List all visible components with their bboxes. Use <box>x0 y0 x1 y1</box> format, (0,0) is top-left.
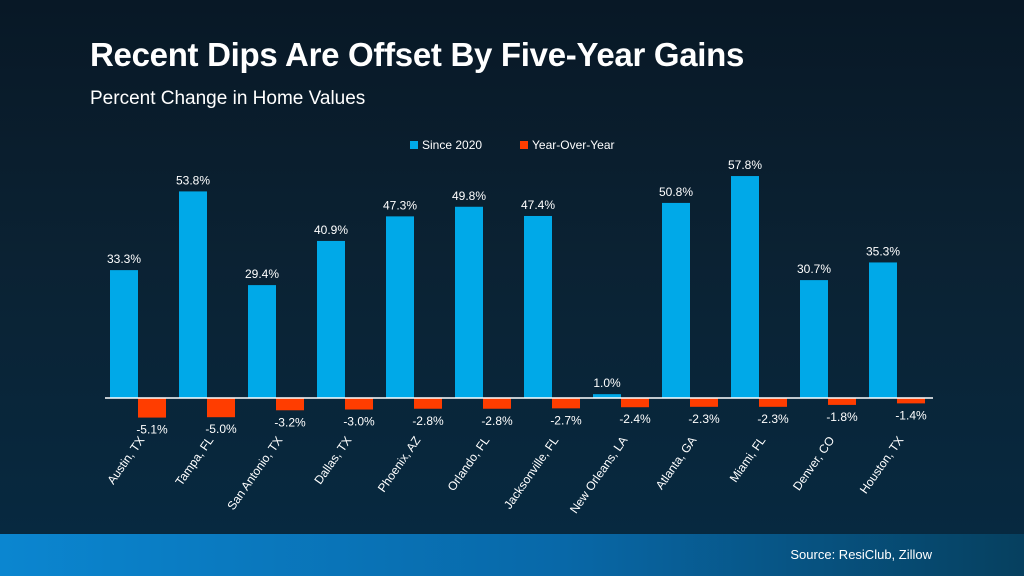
source-note: Source: ResiClub, Zillow <box>790 547 932 562</box>
legend-swatch <box>410 141 418 149</box>
data-label: -5.1% <box>136 423 168 437</box>
bar <box>662 202 690 398</box>
category-label: Phoenix, AZ <box>375 434 424 495</box>
bar <box>690 398 718 407</box>
category-label: Denver, CO <box>790 434 837 493</box>
data-label: 1.0% <box>593 376 621 390</box>
bar-chart: Since 2020 Year-Over-Year 33.3% -5.1%Austin… <box>104 138 927 516</box>
legend-label: Year-Over-Year <box>532 138 615 152</box>
bar <box>110 270 138 398</box>
bar <box>207 398 235 418</box>
bar <box>800 280 828 398</box>
footer-band: Source: ResiClub, Zillow <box>0 534 1024 576</box>
bar <box>593 394 621 398</box>
bar <box>621 398 649 408</box>
data-label: -2.8% <box>412 414 444 428</box>
bar <box>276 398 304 411</box>
data-label: -2.3% <box>757 412 789 426</box>
bar <box>524 215 552 398</box>
data-label: -2.8% <box>481 414 513 428</box>
category-label: Atlanta, GA <box>653 434 700 492</box>
category-label: San Antonio, TX <box>224 434 285 513</box>
category-label: Austin, TX <box>104 434 147 487</box>
data-label: -3.0% <box>343 415 375 429</box>
data-label: 35.3% <box>866 244 900 258</box>
data-label: 33.3% <box>107 252 141 266</box>
bar <box>138 398 166 418</box>
category-label: Dallas, TX <box>311 434 354 487</box>
chart-subtitle: Percent Change in Home Values <box>90 88 366 109</box>
bar <box>248 285 276 398</box>
bar <box>759 398 787 407</box>
data-label: -2.3% <box>688 412 720 426</box>
bar <box>897 398 925 404</box>
data-label: -2.4% <box>619 412 651 426</box>
bar <box>828 398 856 405</box>
data-label: 29.4% <box>245 267 279 281</box>
legend-label: Since 2020 <box>422 138 482 152</box>
category-label: Miami, FL <box>727 433 769 484</box>
category-label: Orlando, FL <box>445 433 493 493</box>
category-label: Tampa, FL <box>172 433 216 488</box>
data-label: 47.4% <box>521 198 555 212</box>
data-label: 40.9% <box>314 223 348 237</box>
legend-swatch <box>520 141 528 149</box>
bar <box>414 398 442 409</box>
bar <box>869 262 897 398</box>
data-label: 50.8% <box>659 185 693 199</box>
data-label: -3.2% <box>274 415 306 429</box>
bar <box>345 398 373 410</box>
bar <box>386 216 414 398</box>
category-label: Houston, TX <box>857 434 907 496</box>
bar <box>483 398 511 409</box>
bar <box>455 206 483 398</box>
bar <box>731 176 759 398</box>
data-label: 49.8% <box>452 189 486 203</box>
data-label: 30.7% <box>797 262 831 276</box>
bar <box>317 240 345 398</box>
data-label: 47.3% <box>383 198 417 212</box>
data-label: -1.4% <box>895 408 927 422</box>
data-label: 57.8% <box>728 158 762 172</box>
bar <box>552 398 580 409</box>
bar <box>179 191 207 398</box>
data-label: -1.8% <box>826 410 858 424</box>
category-label: New Orleans, LA <box>567 434 630 516</box>
data-label: -2.7% <box>550 413 582 427</box>
data-label: 53.8% <box>176 173 210 187</box>
chart-title: Recent Dips Are Offset By Five-Year Gain… <box>90 36 745 73</box>
data-label: -5.0% <box>205 422 237 436</box>
category-label: Jacksonville, FL <box>501 433 562 511</box>
